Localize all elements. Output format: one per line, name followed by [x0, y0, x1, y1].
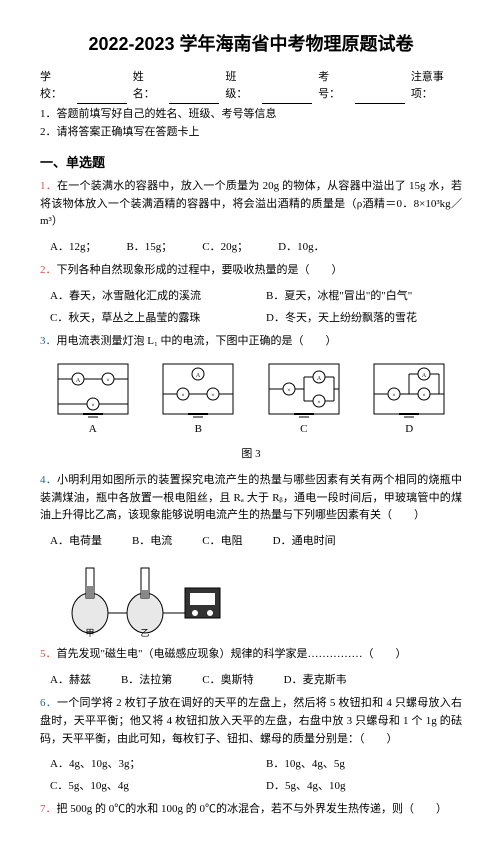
q1-opt-a: A．12g；	[50, 239, 96, 257]
q4-apparatus-diagram: 甲 乙	[50, 558, 230, 638]
q6-opt-b: B．10g、4g、5g	[266, 756, 462, 774]
circuit-c-label: C	[264, 421, 344, 439]
svg-text:×: ×	[212, 393, 215, 399]
circuit-c: × A × C	[264, 359, 344, 439]
q5-text: 首先发现"磁生电"（电磁感应现象）规律的科学家是……………（ ）	[57, 648, 407, 660]
q1-opt-c: C．20g；	[202, 239, 248, 257]
q4-options: A．电荷量 B．电流 C．电阻 D．通电时间	[50, 533, 462, 551]
circuit-diagrams: A × × A A × × B × A ×	[40, 359, 462, 439]
q2-opt-d: D．冬天，天上纷纷飘落的雪花	[266, 310, 462, 328]
q4-number: 4．	[40, 474, 57, 486]
q1-number: 1．	[40, 180, 57, 192]
circuit-c-svg: × A ×	[264, 359, 344, 419]
q2-opt-b: B．夏天，冰棍"冒出"的"白气"	[266, 288, 462, 306]
circuit-d-svg: A × ×	[369, 359, 449, 419]
q2-opt-a: A．春天，冰雪融化汇成的溪流	[50, 288, 246, 306]
circuit-b-svg: A × ×	[158, 359, 238, 419]
q1-text: 在一个装满水的容器中，放入一个质量为 20g 的物体，从容器中溢出了 15g 水…	[40, 180, 462, 227]
class-field[interactable]	[262, 69, 312, 104]
q5-opt-b: B．法拉第	[121, 672, 172, 690]
header-fields: 学校： 姓名： 班级： 考号： 注意事项：	[40, 69, 462, 104]
svg-text:×: ×	[182, 393, 185, 399]
circuit-b: A × × B	[158, 359, 238, 439]
q6-options: A．4g、10g、3g； B．10g、4g、5g C．5g、10g、4g D．5…	[50, 756, 462, 795]
school-field[interactable]	[77, 69, 127, 104]
circuit-a: A × × A	[53, 359, 133, 439]
circuit-a-svg: A × ×	[53, 359, 133, 419]
circuit-b-label: B	[158, 421, 238, 439]
q1-opt-b: B．15g；	[126, 239, 172, 257]
svg-text:A: A	[196, 373, 201, 379]
q6-opt-a: A．4g、10g、3g；	[50, 756, 246, 774]
svg-text:×: ×	[393, 393, 396, 399]
q6-opt-d: D．5g、4g、10g	[266, 778, 462, 796]
svg-text:×: ×	[423, 393, 426, 399]
q5-number: 5．	[40, 648, 57, 660]
figure-3-caption: 图 3	[40, 446, 462, 464]
name-field[interactable]	[169, 69, 219, 104]
examno-label: 考号：	[318, 69, 349, 104]
question-1: 1．在一个装满水的容器中，放入一个质量为 20g 的物体，从容器中溢出了 15g…	[40, 178, 462, 231]
examno-field[interactable]	[355, 69, 405, 104]
notice-label: 注意事项：	[411, 69, 462, 104]
circuit-d-label: D	[369, 421, 449, 439]
school-label: 学校：	[40, 69, 71, 104]
circuit-d: A × × D	[369, 359, 449, 439]
question-4: 4．小明利用如图所示的装置探究电流产生的热量与哪些因素有关有两个相同的烧瓶中装满…	[40, 472, 462, 525]
q4-opt-b: B．电流	[132, 533, 172, 551]
instructions: 1．答题前填写好自己的姓名、班级、考号等信息 2．请将答案正确填写在答题卡上	[40, 106, 462, 141]
q1-opt-d: D．10g．	[278, 239, 324, 257]
q5-opt-a: A．赫兹	[50, 672, 91, 690]
svg-text:A: A	[76, 378, 81, 384]
exam-title: 2022-2023 学年海南省中考物理原题试卷	[40, 30, 462, 59]
q7-text: 把 500g 的 0℃的水和 100g 的 0℃的冰混合，若不与外界发生热传递，…	[57, 803, 448, 815]
svg-text:×: ×	[91, 403, 94, 409]
class-label: 班级：	[225, 69, 256, 104]
q3-number: 3．	[40, 335, 57, 347]
q4-opt-c: C．电阻	[202, 533, 242, 551]
q2-options: A．春天，冰雪融化汇成的溪流 B．夏天，冰棍"冒出"的"白气" C．秋天，草丛之…	[50, 288, 462, 327]
circuit-a-label: A	[53, 421, 133, 439]
svg-text:A: A	[422, 373, 427, 379]
question-2: 2．下列各种自然现象形成的过程中，要吸收热量的是（ ）	[40, 262, 462, 280]
q4-opt-d: D．通电时间	[273, 533, 336, 551]
q6-number: 6．	[40, 697, 57, 709]
question-7: 7．把 500g 的 0℃的水和 100g 的 0℃的冰混合，若不与外界发生热传…	[40, 801, 462, 819]
question-6: 6．一个同学将 2 枚钉子放在调好的天平的左盘上，然后将 5 枚钮扣和 4 只螺…	[40, 695, 462, 748]
q5-opt-d: D．麦克斯韦	[284, 672, 347, 690]
svg-text:A: A	[317, 376, 322, 382]
section-1-title: 一、单选题	[40, 153, 462, 174]
svg-text:甲: 甲	[85, 628, 94, 638]
instruction-2: 2．请将答案正确填写在答题卡上	[40, 124, 462, 142]
q5-opt-c: C．奥斯特	[202, 672, 253, 690]
q6-text: 一个同学将 2 枚钉子放在调好的天平的左盘上，然后将 5 枚钮扣和 4 只螺母放…	[40, 697, 462, 744]
svg-text:×: ×	[106, 378, 109, 384]
svg-text:×: ×	[317, 400, 320, 406]
name-label: 姓名：	[133, 69, 164, 104]
q6-opt-c: C．5g、10g、4g	[50, 778, 246, 796]
q2-text: 下列各种自然现象形成的过程中，要吸收热量的是（ ）	[57, 264, 343, 276]
instruction-1: 1．答题前填写好自己的姓名、班级、考号等信息	[40, 106, 462, 124]
q5-options: A．赫兹 B．法拉第 C．奥斯特 D．麦克斯韦	[50, 672, 462, 690]
q4-opt-a: A．电荷量	[50, 533, 102, 551]
q4-text: 小明利用如图所示的装置探究电流产生的热量与哪些因素有关有两个相同的烧瓶中装满煤油…	[40, 474, 462, 521]
q7-number: 7．	[40, 803, 57, 815]
question-3: 3．用电流表测量灯泡 L₁ 中的电流，下图中正确的是（ ）	[40, 333, 462, 351]
q2-opt-c: C．秋天，草丛之上晶莹的露珠	[50, 310, 246, 328]
q2-number: 2．	[40, 264, 57, 276]
q3-text: 用电流表测量灯泡 L₁ 中的电流，下图中正确的是（ ）	[57, 335, 337, 347]
svg-text:×: ×	[287, 388, 290, 394]
q1-options: A．12g； B．15g； C．20g； D．10g．	[50, 239, 462, 257]
svg-text:乙: 乙	[140, 628, 149, 638]
